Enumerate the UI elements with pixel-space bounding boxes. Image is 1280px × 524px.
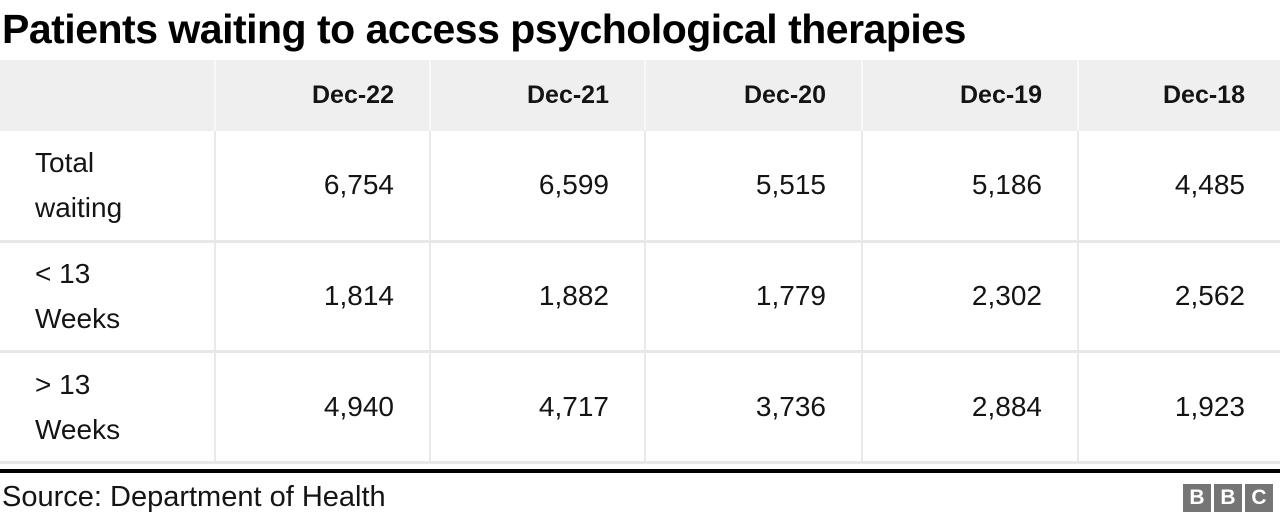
bbc-logo-block-b2: B <box>1214 483 1242 512</box>
bbc-logo: B B C <box>1183 483 1273 512</box>
header-cell-dec-18: Dec-18 <box>1077 60 1280 131</box>
row-label: > 13 Weeks <box>0 349 215 461</box>
row-label: Total waiting <box>0 131 215 241</box>
cell-value: 4,940 <box>214 349 430 461</box>
cell-value: 6,754 <box>214 131 430 241</box>
cell-value: 2,302 <box>861 239 1078 351</box>
table-row-over-13-weeks: > 13 Weeks 4,940 4,717 3,736 2,884 1,923 <box>0 349 1280 461</box>
cell-value: 5,515 <box>644 131 862 241</box>
header-cell-dec-19: Dec-19 <box>861 60 1078 131</box>
table-row-total-waiting: Total waiting 6,754 6,599 5,515 5,186 4,… <box>0 131 1280 241</box>
bbc-logo-block-b1: B <box>1183 483 1211 512</box>
cell-value: 3,736 <box>644 349 862 461</box>
row-label-text: < 13 Weeks <box>35 258 121 334</box>
divider-rule <box>0 469 1280 473</box>
cell-value: 1,814 <box>214 239 430 351</box>
table-body: Total waiting 6,754 6,599 5,515 5,186 4,… <box>0 131 1280 461</box>
cell-value: 2,884 <box>861 349 1078 461</box>
cell-value: 6,599 <box>429 131 645 241</box>
table-bottom-edge <box>0 461 1280 464</box>
header-row: Dec-22 Dec-21 Dec-20 Dec-19 Dec-18 <box>0 60 1280 131</box>
cell-value: 1,779 <box>644 239 862 351</box>
cell-value: 4,485 <box>1077 131 1280 241</box>
table-header: Dec-22 Dec-21 Dec-20 Dec-19 Dec-18 <box>0 60 1280 131</box>
cell-value: 2,562 <box>1077 239 1280 351</box>
bbc-logo-block-c: C <box>1245 483 1273 512</box>
header-cell-dec-22: Dec-22 <box>214 60 430 131</box>
cell-value: 1,923 <box>1077 349 1280 461</box>
row-label: < 13 Weeks <box>0 239 215 351</box>
cell-value: 4,717 <box>429 349 645 461</box>
title-bar: Patients waiting to access psychological… <box>0 0 1280 60</box>
header-cell-dec-21: Dec-21 <box>429 60 645 131</box>
header-cell-dec-20: Dec-20 <box>644 60 862 131</box>
row-label-text: > 13 Weeks <box>35 368 121 445</box>
row-label-text: Total waiting <box>35 147 123 224</box>
footer: Source: Department of Health B B C <box>0 473 1280 524</box>
page-title: Patients waiting to access psychological… <box>2 6 966 53</box>
cell-value: 5,186 <box>861 131 1078 241</box>
waiting-times-table: Dec-22 Dec-21 Dec-20 Dec-19 Dec-18 Total… <box>0 60 1280 461</box>
table-row-under-13-weeks: < 13 Weeks 1,814 1,882 1,779 2,302 2,562 <box>0 239 1280 351</box>
cell-value: 1,882 <box>429 239 645 351</box>
header-cell-empty <box>0 60 215 131</box>
source-attribution: Source: Department of Health <box>2 481 386 513</box>
